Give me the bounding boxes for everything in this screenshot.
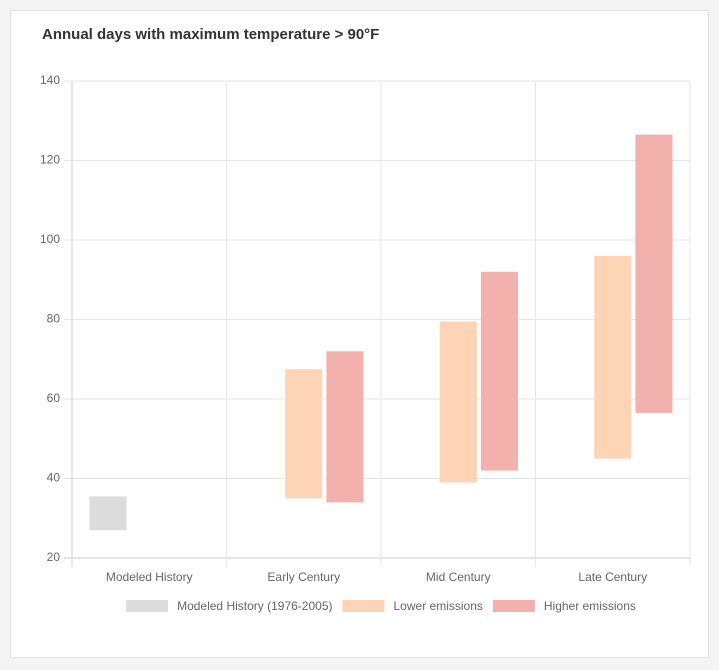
y-tick-label: 140 — [40, 73, 60, 87]
range-bar — [285, 369, 323, 499]
card — [10, 10, 709, 658]
legend-label: Higher emissions — [544, 599, 636, 613]
legend-label: Modeled History (1976-2005) — [177, 599, 332, 613]
legend-swatch — [342, 600, 385, 612]
legend-swatch — [492, 600, 535, 612]
y-tick-label: 100 — [40, 232, 60, 246]
legend-label: Lower emissions — [394, 599, 483, 613]
range-bar — [326, 351, 364, 503]
x-tick-label: Modeled History — [106, 570, 193, 584]
range-bar — [594, 255, 632, 459]
y-tick-label: 40 — [47, 471, 61, 485]
range-bar — [635, 134, 673, 413]
y-tick-label: 20 — [47, 550, 61, 564]
x-tick-label: Mid Century — [426, 570, 491, 584]
chart-title: Annual days with maximum temperature > 9… — [42, 26, 379, 43]
range-bar — [480, 271, 518, 471]
legend-swatch — [126, 600, 169, 612]
y-tick-label: 80 — [47, 312, 61, 326]
range-bar — [89, 496, 127, 531]
range-bar — [439, 321, 477, 483]
x-tick-label: Early Century — [267, 570, 340, 584]
y-tick-label: 60 — [47, 391, 61, 405]
x-tick-label: Late Century — [578, 570, 647, 584]
y-tick-label: 120 — [40, 153, 60, 167]
